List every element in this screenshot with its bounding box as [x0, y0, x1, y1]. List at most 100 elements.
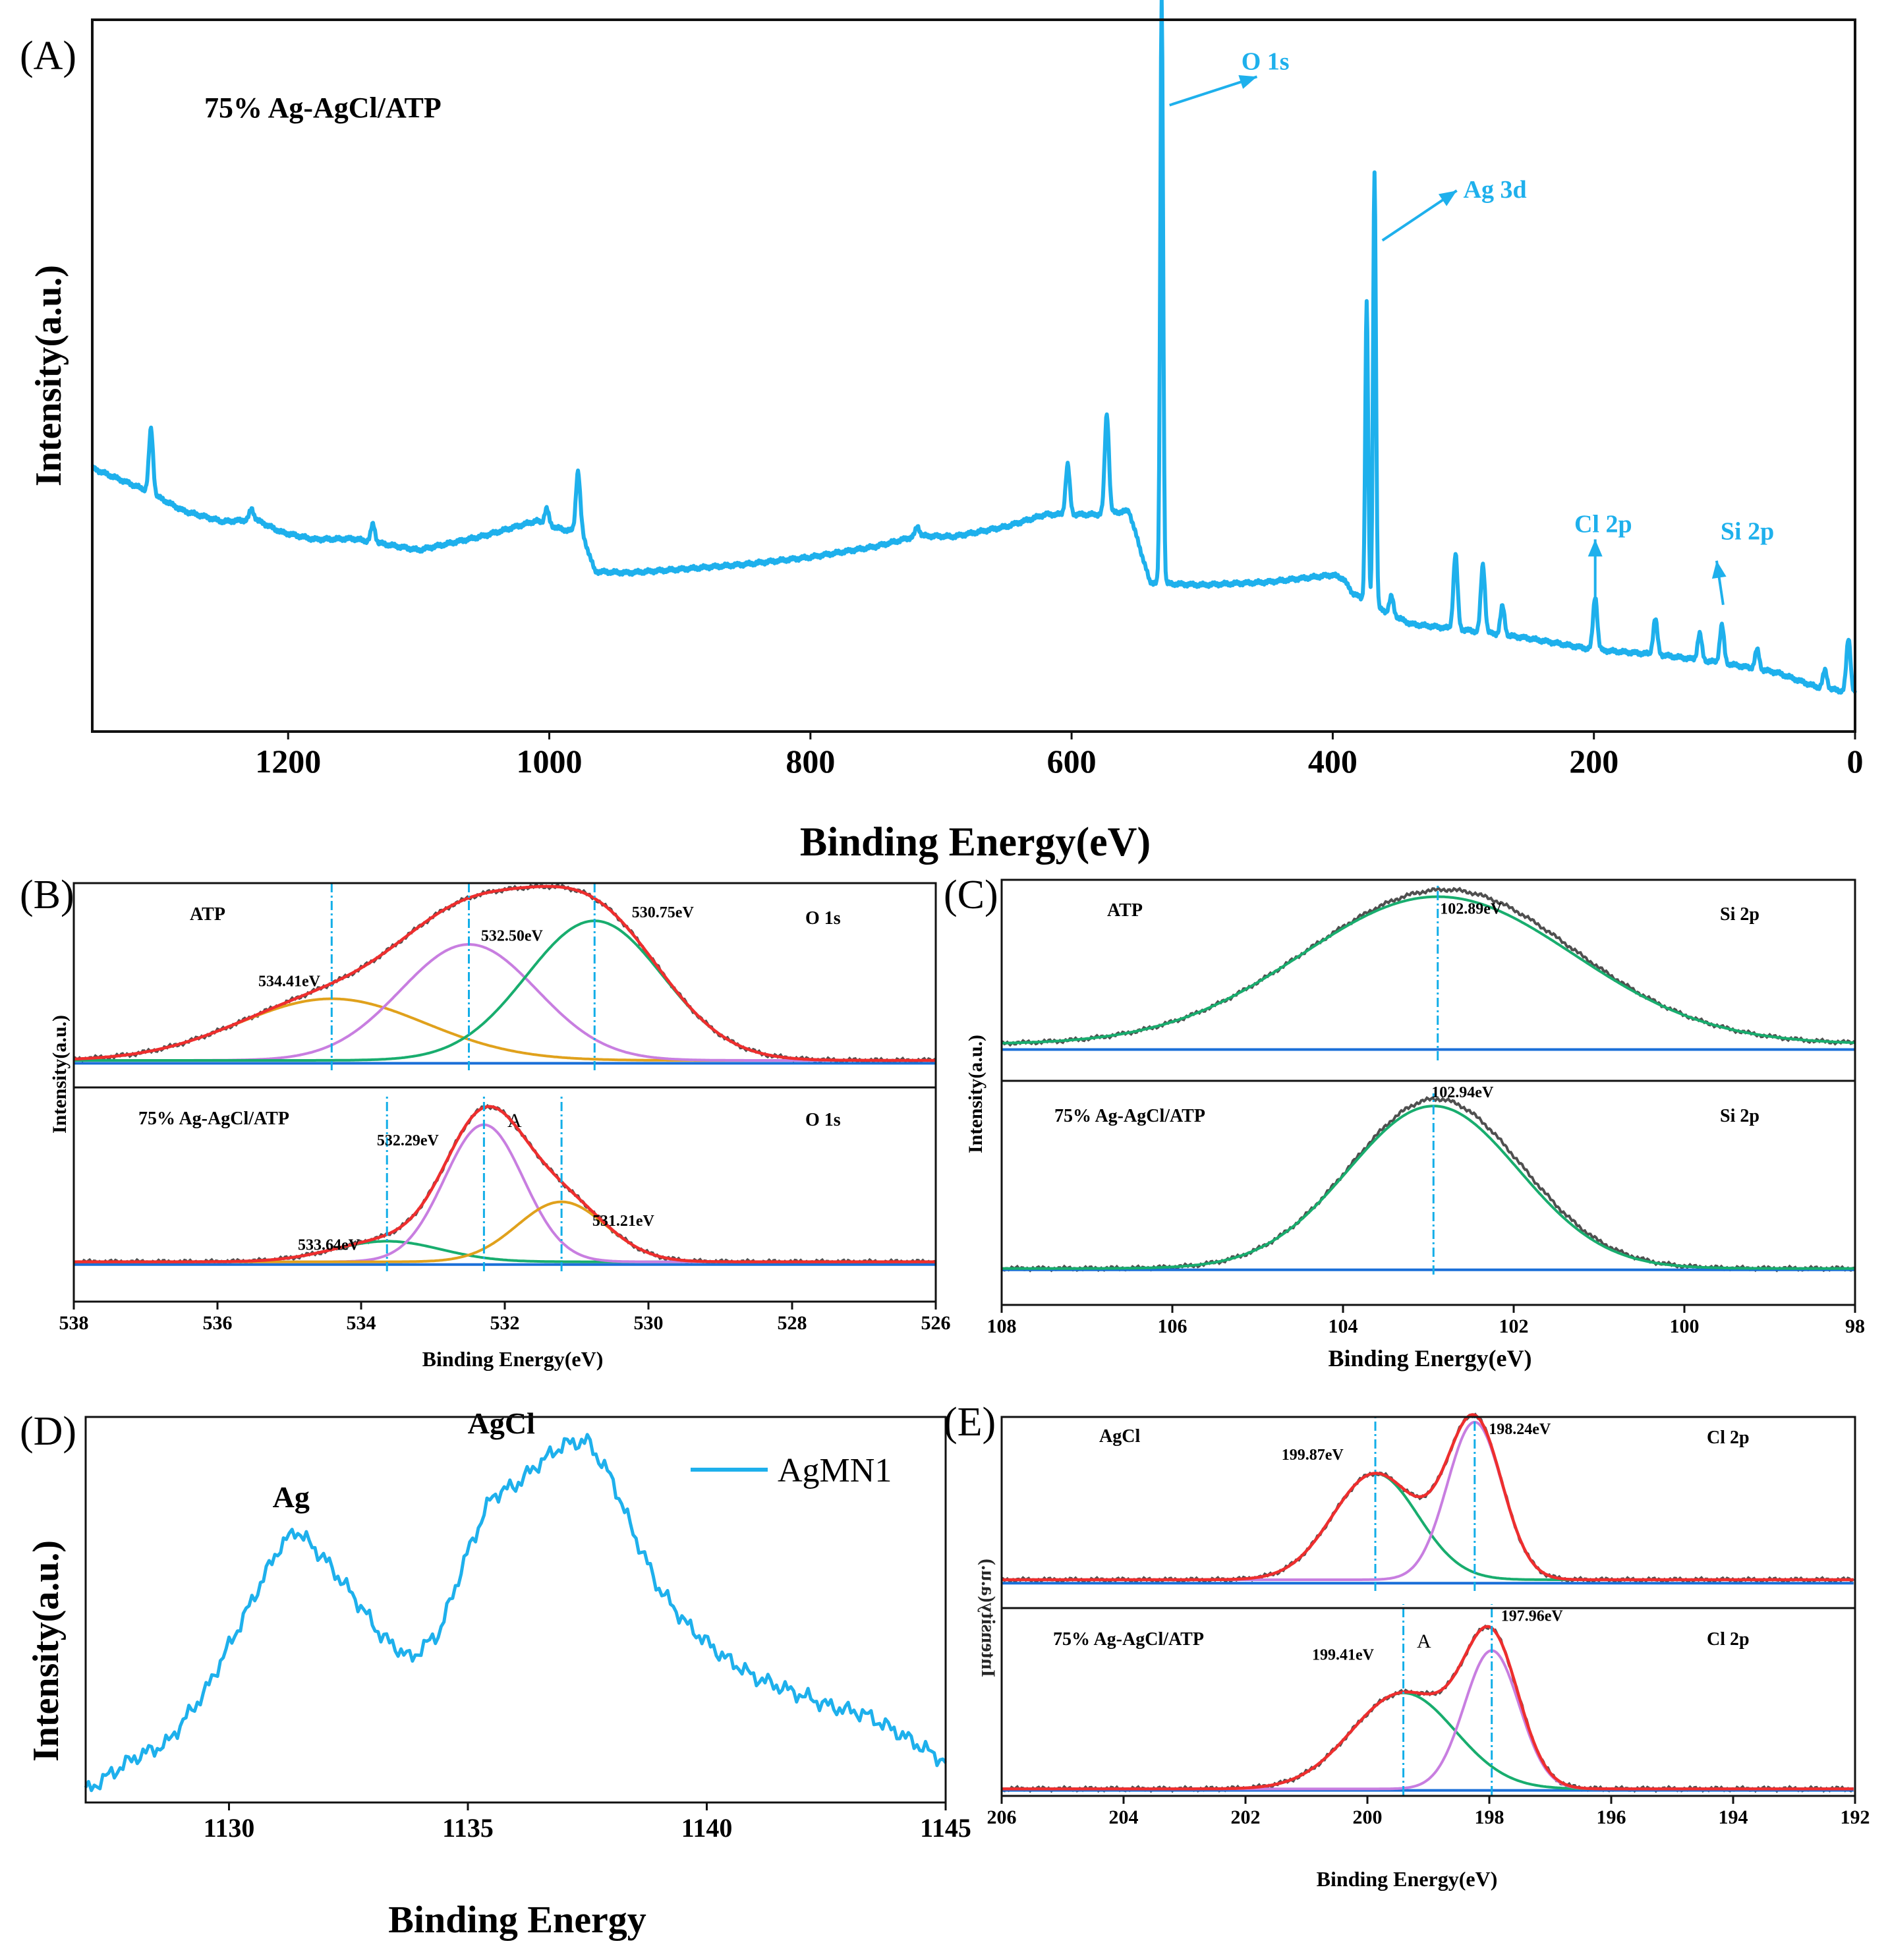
panel-b-marker: A — [507, 1110, 522, 1132]
panel-b-tick-label-526: 526 — [921, 1312, 951, 1334]
panel-a-annotations: O 1s Ag 3d Cl 2p Si 2p — [1169, 48, 1774, 606]
panel-b-0-peak-label-0: 534.41eV — [258, 973, 321, 990]
panel-c: (C) Intensity(a.u.) Binding Energy(eV) A… — [944, 873, 1865, 1371]
panel-c-tick-label-104: 104 — [1329, 1315, 1358, 1337]
panel-c-0-component-0 — [1002, 895, 1856, 1045]
panel-e-marker: A — [1417, 1630, 1431, 1652]
panel-d-ylabel: Intensity(a.u.) — [26, 1540, 67, 1762]
panel-c-label: (C) — [944, 873, 998, 917]
panel-b-x-ticks: 538 536 534 532 530 528 526 — [59, 1302, 951, 1334]
panel-e-frame — [1000, 1416, 1856, 1797]
panel-a-tick-label-200: 200 — [1569, 743, 1618, 780]
panel-d-annotations: Ag AgCl — [273, 1406, 535, 1514]
panel-e-x-ticks: 206 204 202 200 198 196 194 192 — [987, 1796, 1870, 1828]
panel-b-ylabel: Intensity(a.u.) — [49, 1015, 71, 1134]
panel-b-bottom-element: O 1s — [805, 1110, 841, 1130]
panel-c-1-component-0 — [1002, 1105, 1855, 1270]
panel-a-survey-line — [90, 0, 1857, 695]
panel-a-arrowhead-1 — [1438, 190, 1457, 206]
panel-d-legend-label: AgMN1 — [778, 1452, 892, 1489]
panel-e-0-envelope — [1002, 1413, 1854, 1582]
panel-d-annotation-0: Ag — [273, 1480, 310, 1514]
panel-b-0-peak-label-1: 532.50eV — [481, 928, 544, 945]
panel-e-bottom-element: Cl 2p — [1707, 1629, 1750, 1650]
panel-b-top-element: O 1s — [805, 908, 841, 929]
panel-e-tick-label-204: 204 — [1109, 1806, 1139, 1828]
panel-d-annotation-1: AgCl — [468, 1406, 535, 1440]
panel-a-ylabel: Intensity(a.u.) — [28, 265, 69, 486]
panel-e-1-peak-label-1: 197.96eV — [1501, 1608, 1564, 1625]
panel-d-label: (D) — [20, 1409, 76, 1454]
panel-c-bottom-sample: 75% Ag-AgCl/ATP — [1054, 1106, 1205, 1126]
panel-c-top-sample: ATP — [1107, 900, 1143, 921]
panel-e-tick-label-196: 196 — [1597, 1806, 1626, 1828]
panel-b-0-envelope — [73, 884, 936, 1062]
panel-b-tick-label-532: 532 — [490, 1312, 520, 1334]
panel-d: (D) Intensity(a.u.) Binding Energy AgMN1… — [20, 1406, 971, 1941]
panel-b-xlabel: Binding Energy(eV) — [422, 1347, 604, 1371]
panel-e: (E) Intensity(a.u.) Binding Energy(eV) A… — [944, 1400, 1870, 1891]
panel-c-ylabel: Intensity(a.u.) — [965, 1035, 987, 1153]
panel-e-top-element: Cl 2p — [1707, 1427, 1750, 1448]
panel-d-tick-label-1135: 1135 — [442, 1813, 494, 1843]
panel-d-tick-label-1145: 1145 — [920, 1813, 971, 1843]
panel-b-0-peak-label-2: 530.75eV — [632, 904, 695, 921]
panel-e-0-peak-label-1: 198.24eV — [1489, 1421, 1551, 1438]
panel-b: (B) Intensity(a.u.) Binding Energy(eV) A… — [20, 873, 951, 1371]
panel-b-frame — [72, 882, 937, 1303]
panel-a-arrowhead-2 — [1588, 539, 1603, 557]
panel-c-top-element: Si 2p — [1720, 904, 1759, 925]
panel-a-annotation-label-3: Si 2p — [1721, 517, 1774, 545]
panel-a-label: (A) — [20, 34, 76, 78]
panel-a-xlabel: Binding Energy(eV) — [800, 820, 1151, 865]
panel-e-tick-label-202: 202 — [1231, 1806, 1261, 1828]
panel-b-tick-label-538: 538 — [59, 1312, 89, 1334]
panel-d-frame — [84, 1416, 947, 1804]
panel-a-tick-label-800: 800 — [786, 743, 835, 780]
panel-a-x-ticks: 1200 1000 800 600 400 200 0 — [255, 732, 1864, 780]
panel-e-xlabel: Binding Energy(eV) — [1317, 1867, 1498, 1891]
panel-c-xlabel: Binding Energy(eV) — [1328, 1345, 1531, 1371]
panel-c-0-peak-label-0: 102.89eV — [1440, 901, 1502, 918]
panel-a-tick-label-1000: 1000 — [517, 743, 583, 780]
panel-d-xlabel: Binding Energy — [388, 1898, 646, 1941]
panel-e-tick-label-198: 198 — [1475, 1806, 1504, 1828]
panel-c-x-ticks: 108 106 104 102 100 98 — [987, 1305, 1865, 1337]
panel-b-1-peak-label-0: 532.29eV — [377, 1132, 440, 1149]
panel-b-tick-label-528: 528 — [778, 1312, 807, 1334]
panel-e-label: (E) — [944, 1400, 996, 1445]
panel-a-annotation-label-2: Cl 2p — [1574, 511, 1632, 538]
panel-e-tick-label-194: 194 — [1719, 1806, 1748, 1828]
panel-b-top-sample: ATP — [190, 904, 225, 925]
panel-a-tick-label-1200: 1200 — [255, 743, 321, 780]
panel-b-label: (B) — [20, 873, 74, 917]
panel-b-tick-label-534: 534 — [347, 1312, 376, 1334]
panel-e-tick-label-206: 206 — [987, 1806, 1017, 1828]
panel-a-tick-label-0: 0 — [1847, 743, 1864, 780]
panel-e-1-envelope — [1002, 1625, 1854, 1791]
panel-a-tick-label-600: 600 — [1047, 743, 1097, 780]
panel-e-1-peak-label-0: 199.41eV — [1312, 1646, 1375, 1663]
panel-e-0-peak-label-0: 199.87eV — [1282, 1447, 1344, 1464]
panel-b-plot-area: 534.41eV 532.50eV 530.75eV 532.29eV 533.64eV… — [72, 882, 937, 1271]
panel-b-1-peak-label-2: 531.21eV — [592, 1213, 655, 1230]
panel-d-tick-label-1130: 1130 — [204, 1813, 255, 1843]
panel-d-agmn1-line — [84, 1433, 947, 1793]
panel-c-plot-area: 102.89eV 102.94eV — [1000, 882, 1856, 1275]
panel-c-tick-label-106: 106 — [1158, 1315, 1187, 1337]
panel-d-x-ticks: 1130 1135 1140 1145 — [204, 1802, 971, 1843]
panel-c-tick-label-102: 102 — [1499, 1315, 1529, 1337]
panel-a-title: 75% Ag-AgCl/ATP — [204, 92, 442, 124]
panel-a: (A) 75% Ag-AgCl/ATP Intensity(a.u.) Bind… — [20, 0, 1864, 865]
panel-e-tick-label-200: 200 — [1353, 1806, 1383, 1828]
panel-a-annotation-label-0: O 1s — [1242, 48, 1290, 76]
panel-c-frame — [1000, 879, 1856, 1306]
panel-e-plot-area: 199.87eV 198.24eV 199.41eV 197.96eV — [1000, 1412, 1855, 1795]
panel-b-tick-label-536: 536 — [203, 1312, 233, 1334]
panel-e-ylabel: Intensity(a.u.) — [977, 1559, 999, 1677]
panel-b-bottom-sample: 75% Ag-AgCl/ATP — [138, 1109, 289, 1129]
panel-a-arrowhead-0 — [1238, 74, 1257, 89]
panel-b-tick-label-530: 530 — [634, 1312, 664, 1334]
panel-c-1-peak-label-0: 102.94eV — [1431, 1084, 1494, 1101]
